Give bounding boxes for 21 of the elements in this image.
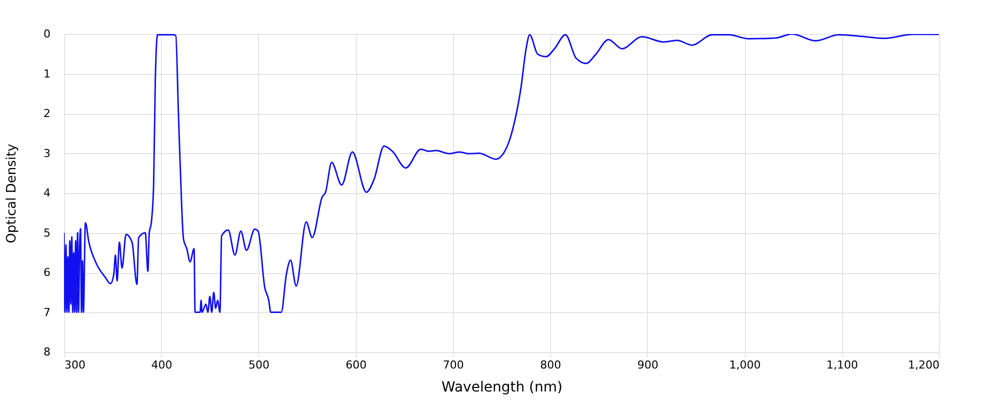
y-tick-label: 1 — [44, 67, 50, 80]
y-tick-label: 0 — [44, 28, 50, 40]
x-tick-label: 600 — [346, 358, 367, 372]
y-tick-label: 4 — [44, 186, 50, 200]
y-tick-label: 3 — [44, 146, 50, 160]
y-tick-label: 6 — [44, 266, 50, 279]
x-tick-label: 1,000 — [729, 358, 761, 372]
y-tick-label: 2 — [44, 107, 50, 120]
x-tick-label: 1,100 — [826, 358, 858, 372]
x-tick-label: 800 — [540, 358, 562, 372]
x-tick-label: 500 — [248, 358, 270, 372]
x-axis-title: Wavelength (nm) — [442, 380, 562, 396]
x-tick-label: 1,200 — [908, 358, 940, 372]
y-axis-title: Optical Density — [4, 143, 20, 244]
y-tick-label: 5 — [44, 226, 50, 240]
y-tick-label: 8 — [44, 346, 50, 358]
x-tick-label: 700 — [442, 358, 464, 372]
x-tick-label: 900 — [637, 358, 658, 372]
x-tick-label: 400 — [151, 358, 172, 372]
x-tick-label: 300 — [64, 358, 86, 372]
y-tick-label: 7 — [44, 306, 50, 319]
